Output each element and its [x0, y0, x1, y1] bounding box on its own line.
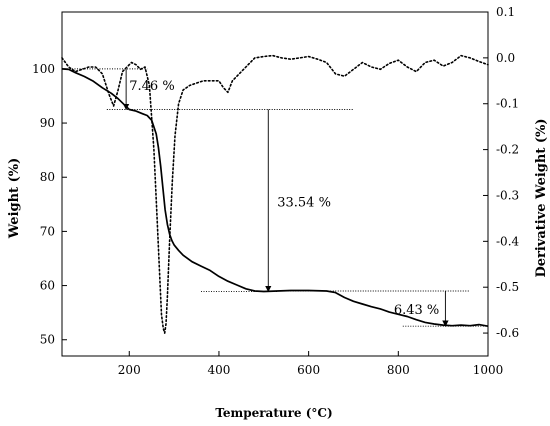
y-right-axis-title: Derivative Weight (%): [534, 118, 549, 277]
x-tick-label: 400: [207, 363, 230, 377]
annotation-layer: 7.46 % 33.54 % 6.43 %: [62, 68, 488, 327]
y-left-tick-label: 60: [40, 279, 55, 293]
x-axis-title: Temperature (°C): [215, 406, 332, 420]
y-right-tick-label: -0.4: [496, 234, 520, 248]
y-right-tick-label: -0.2: [496, 143, 519, 157]
x-tick-label: 600: [297, 363, 320, 377]
y-left-tick-label: 100: [32, 62, 55, 76]
weight-line: [61, 68, 489, 328]
y-left-tick-label: 80: [40, 170, 55, 184]
y-right-tick-label: -0.6: [496, 326, 519, 340]
annotation-label: 33.54 %: [277, 196, 331, 211]
y-left-tick-label: 70: [40, 224, 55, 238]
y-right-tick-label: 0.0: [496, 51, 515, 65]
y-left-tick-label: 50: [40, 333, 55, 347]
annotation-label: 6.43 %: [394, 303, 439, 318]
y-right-tick-label: -0.3: [496, 188, 519, 202]
y-left-tick-label: 90: [40, 116, 55, 130]
tick-layer: 200 400 600 800 1000 50 60 70 80 90 100 0.1 0.0 -0.1 -…: [32, 5, 519, 377]
series-layer: [61, 54, 489, 334]
annotation-label: 7.46 %: [129, 79, 174, 94]
x-tick-label: 200: [118, 363, 141, 377]
y-right-tick-label: 0.1: [496, 5, 515, 19]
derivative-weight-line: [61, 54, 489, 334]
x-tick-label: 800: [387, 363, 410, 377]
x-tick-label: 1000: [473, 363, 504, 377]
y-left-axis-title: Weight (%): [7, 158, 22, 239]
plot-frame: [61, 11, 489, 357]
y-right-tick-label: -0.1: [496, 97, 519, 111]
y-right-tick-label: -0.5: [496, 280, 519, 294]
